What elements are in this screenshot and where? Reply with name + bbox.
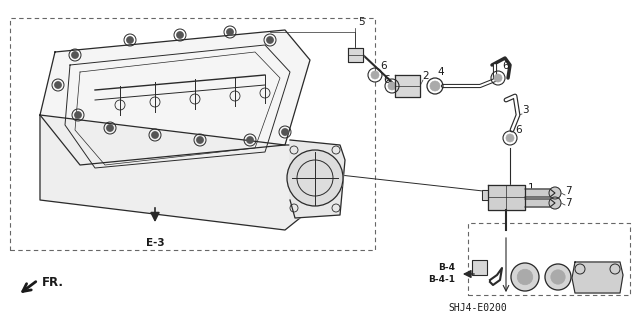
Circle shape [246, 137, 253, 144]
Circle shape [106, 124, 113, 131]
Circle shape [517, 269, 532, 285]
Circle shape [545, 264, 571, 290]
Circle shape [266, 36, 273, 43]
Text: FR.: FR. [42, 277, 64, 290]
Text: 4: 4 [437, 67, 444, 77]
Text: 6: 6 [383, 75, 390, 85]
Circle shape [388, 82, 396, 90]
Text: 7: 7 [565, 198, 572, 208]
Circle shape [551, 270, 565, 284]
Text: 1: 1 [528, 183, 534, 193]
Text: 7: 7 [565, 186, 572, 196]
Circle shape [227, 28, 234, 35]
Circle shape [506, 134, 514, 142]
Text: 3: 3 [522, 105, 529, 115]
Circle shape [152, 131, 159, 138]
Circle shape [494, 74, 502, 82]
Text: 6: 6 [380, 61, 387, 71]
Circle shape [54, 81, 61, 88]
Circle shape [74, 112, 81, 118]
Text: 5: 5 [358, 17, 365, 27]
Circle shape [430, 81, 440, 91]
Circle shape [177, 32, 184, 39]
Text: B-4: B-4 [438, 263, 455, 272]
Text: 6: 6 [502, 61, 509, 71]
Circle shape [549, 187, 561, 199]
Circle shape [287, 150, 343, 206]
Text: B-4-1: B-4-1 [428, 276, 455, 285]
Polygon shape [40, 115, 310, 230]
Polygon shape [525, 189, 555, 197]
Polygon shape [395, 75, 420, 97]
Text: SHJ4-E0200: SHJ4-E0200 [448, 303, 507, 313]
Circle shape [72, 51, 79, 58]
Circle shape [371, 71, 379, 79]
Polygon shape [482, 190, 488, 200]
Circle shape [196, 137, 204, 144]
Text: 6: 6 [515, 125, 522, 135]
Polygon shape [348, 48, 363, 62]
Polygon shape [488, 185, 525, 210]
Text: E-3: E-3 [146, 238, 164, 248]
Circle shape [511, 263, 539, 291]
Bar [468, 223, 630, 295]
Polygon shape [40, 30, 310, 165]
Circle shape [549, 197, 561, 209]
Text: 2: 2 [422, 71, 429, 81]
Circle shape [127, 36, 134, 43]
Bar [472, 260, 487, 275]
Polygon shape [572, 262, 623, 293]
Circle shape [282, 129, 289, 136]
Polygon shape [525, 199, 555, 207]
Bar [10, 18, 375, 250]
Polygon shape [290, 140, 345, 218]
